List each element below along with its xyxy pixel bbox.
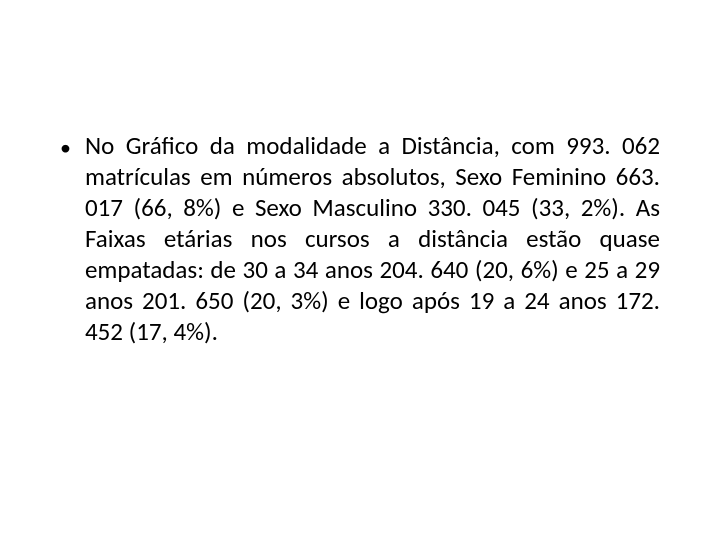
bullet-text: No Gráfico da modalidade a Distância, co… (85, 130, 660, 347)
bullet-marker: • (60, 132, 71, 164)
slide: • No Gráfico da modalidade a Distância, … (0, 0, 720, 540)
bullet-item: • No Gráfico da modalidade a Distância, … (60, 130, 660, 347)
content-area: • No Gráfico da modalidade a Distância, … (60, 130, 660, 347)
